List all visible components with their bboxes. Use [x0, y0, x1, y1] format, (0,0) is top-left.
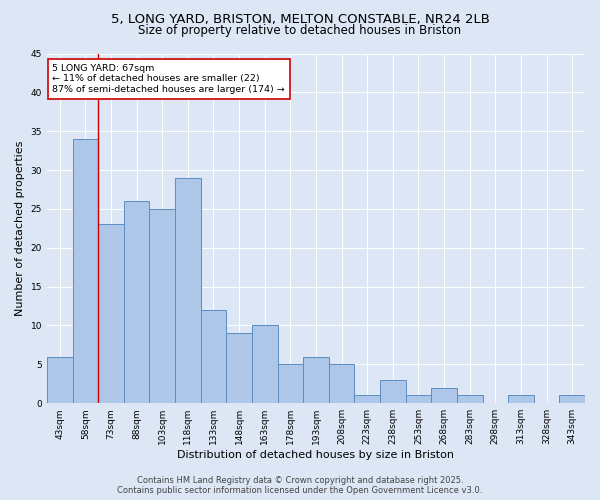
Bar — [380, 380, 406, 403]
X-axis label: Distribution of detached houses by size in Briston: Distribution of detached houses by size … — [178, 450, 454, 460]
Y-axis label: Number of detached properties: Number of detached properties — [15, 140, 25, 316]
Bar — [47, 356, 73, 403]
Text: 5 LONG YARD: 67sqm
← 11% of detached houses are smaller (22)
87% of semi-detache: 5 LONG YARD: 67sqm ← 11% of detached hou… — [52, 64, 285, 94]
Bar — [226, 334, 252, 403]
Bar — [457, 396, 482, 403]
Bar — [406, 396, 431, 403]
Bar — [175, 178, 200, 403]
Bar — [355, 396, 380, 403]
Bar — [73, 139, 98, 403]
Text: 5, LONG YARD, BRISTON, MELTON CONSTABLE, NR24 2LB: 5, LONG YARD, BRISTON, MELTON CONSTABLE,… — [110, 12, 490, 26]
Bar — [508, 396, 534, 403]
Bar — [278, 364, 303, 403]
Bar — [149, 209, 175, 403]
Text: Contains HM Land Registry data © Crown copyright and database right 2025.
Contai: Contains HM Land Registry data © Crown c… — [118, 476, 482, 495]
Bar — [559, 396, 585, 403]
Bar — [303, 356, 329, 403]
Bar — [329, 364, 355, 403]
Bar — [252, 326, 278, 403]
Text: Size of property relative to detached houses in Briston: Size of property relative to detached ho… — [139, 24, 461, 37]
Bar — [124, 201, 149, 403]
Bar — [200, 310, 226, 403]
Bar — [98, 224, 124, 403]
Bar — [431, 388, 457, 403]
